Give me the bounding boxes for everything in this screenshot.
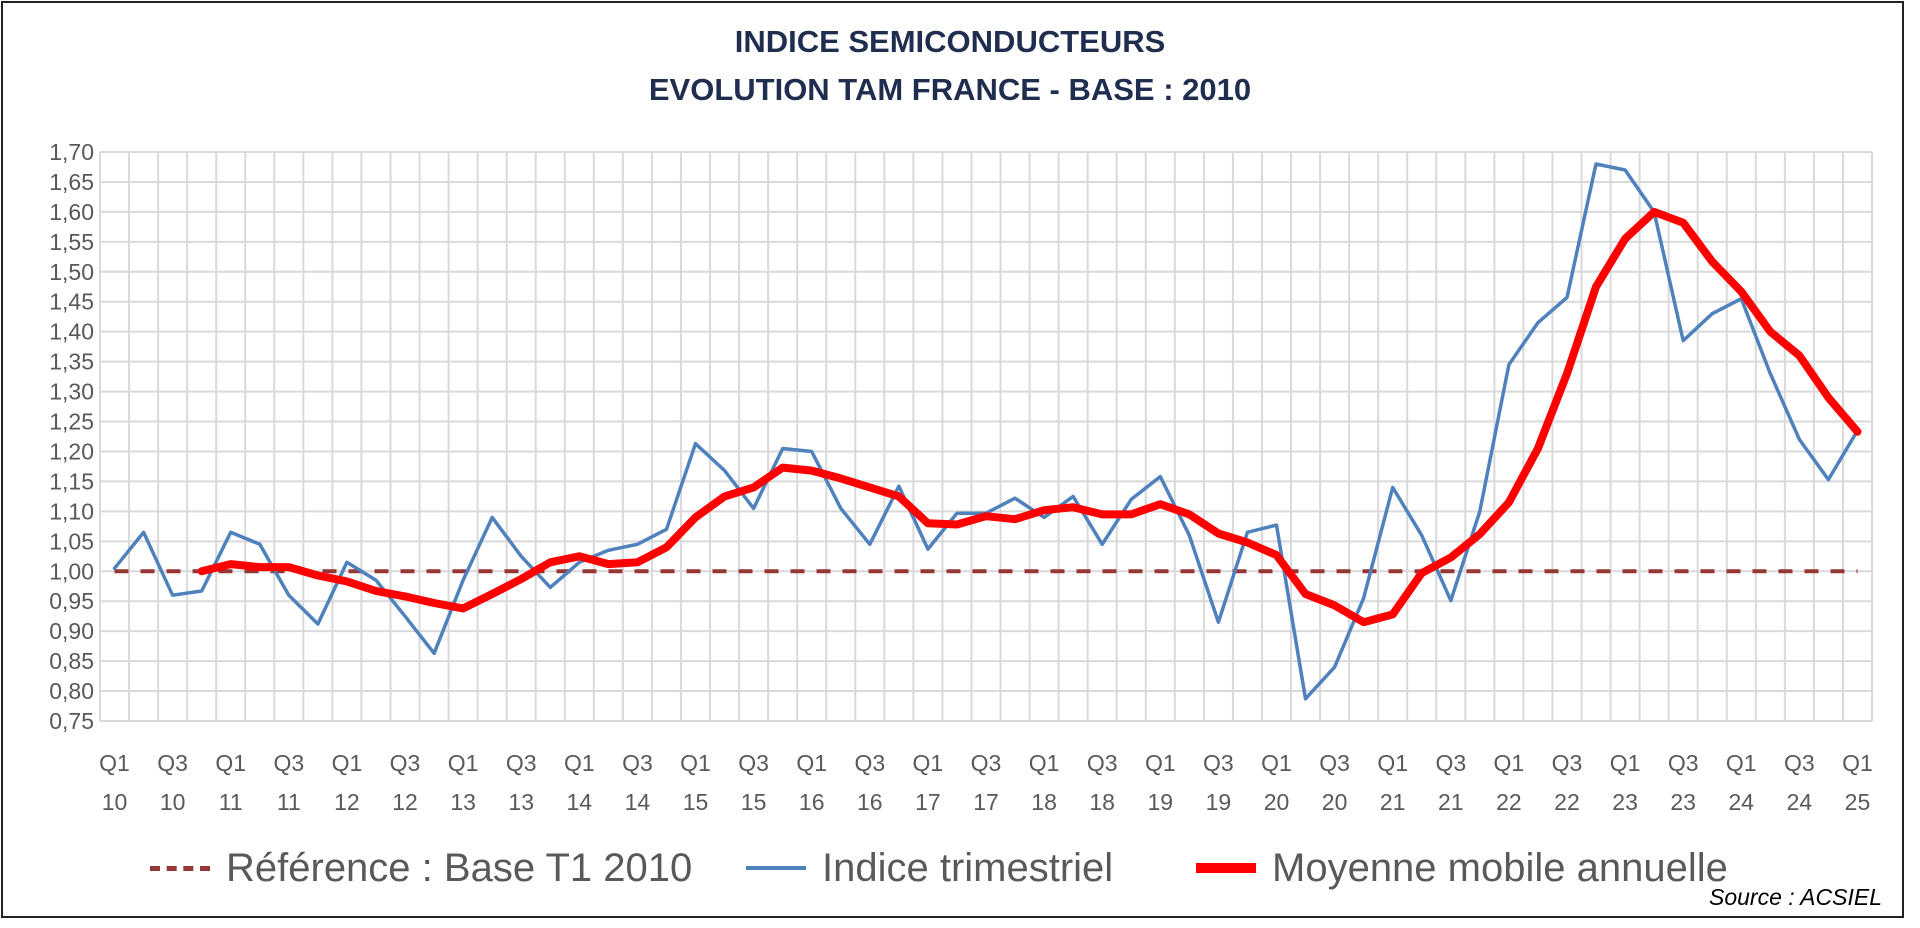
y-tick-label: 1,50 [49,259,94,285]
x-tick-label-year: 18 [1089,789,1115,815]
y-tick-label: 1,45 [49,289,94,315]
legend-swatch-reference [150,865,210,871]
x-tick-label-year: 10 [102,789,128,815]
x-tick-label-year: 16 [799,789,825,815]
x-tick-label-year: 14 [567,789,593,815]
x-tick-label-quarter: Q1 [1029,750,1060,776]
x-tick-label-year: 24 [1787,789,1813,815]
y-tick-label: 0,95 [49,588,94,614]
x-tick-label-quarter: Q1 [564,750,595,776]
x-tick-label-year: 23 [1612,789,1638,815]
x-tick-label-year: 12 [392,789,418,815]
y-tick-label: 0,75 [49,708,94,734]
x-tick-label-quarter: Q3 [157,750,188,776]
x-tick-label-year: 12 [334,789,360,815]
x-tick-label-year: 18 [1031,789,1057,815]
legend-swatch-moyenne [1196,863,1256,873]
y-tick-label: 1,35 [49,349,94,375]
x-tick-label-quarter: Q3 [738,750,769,776]
x-tick-label-year: 15 [741,789,767,815]
y-tick-label: 0,85 [49,648,94,674]
x-tick-label-year: 20 [1322,789,1348,815]
x-tick-label-quarter: Q3 [1087,750,1118,776]
y-tick-label: 1,40 [49,319,94,345]
x-tick-label-quarter: Q3 [854,750,885,776]
x-tick-label-year: 17 [915,789,941,815]
chart-title-line1: INDICE SEMICONDUCTEURS [734,24,1166,59]
x-tick-label-quarter: Q1 [1842,750,1873,776]
y-tick-label: 1,15 [49,468,94,494]
x-tick-label-year: 13 [450,789,476,815]
x-tick-label-quarter: Q3 [622,750,653,776]
y-tick-label: 1,55 [49,229,94,255]
y-tick-label: 1,70 [49,139,94,165]
y-tick-label: 0,80 [49,678,94,704]
y-tick-label: 1,10 [49,498,94,524]
y-tick-label: 1,60 [49,199,94,225]
x-tick-label-quarter: Q1 [1261,750,1292,776]
chart-title-line2: EVOLUTION TAM FRANCE - BASE : 2010 [648,72,1252,107]
x-tick-label-year: 17 [973,789,999,815]
y-tick-label: 0,90 [49,618,94,644]
x-tick-label-year: 25 [1845,789,1871,815]
x-tick-label-year: 11 [277,789,301,815]
x-tick-label-quarter: Q1 [215,750,246,776]
x-tick-label-year: 19 [1147,789,1173,815]
x-tick-label-quarter: Q1 [796,750,827,776]
x-tick-label-quarter: Q3 [1668,750,1699,776]
series-line-indice-trimestriel [112,162,1860,701]
x-tick-label-quarter: Q3 [390,750,421,776]
y-tick-label: 1,30 [49,379,94,405]
legend-label-moyenne: Moyenne mobile annuelle [1272,845,1728,890]
y-tick-label: 1,00 [49,558,94,584]
source-note: Source : ACSIEL [1708,884,1882,910]
x-tick-label-quarter: Q3 [273,750,304,776]
x-tick-label-quarter: Q1 [1377,750,1408,776]
x-tick-label-year: 21 [1438,789,1464,815]
legend-item-moyenne: Moyenne mobile annuelle [1196,840,1728,896]
x-tick-label-quarter: Q3 [971,750,1002,776]
legend-label-reference: Référence : Base T1 2010 [226,845,693,890]
y-tick-label: 1,20 [49,438,94,464]
y-tick-label: 1,65 [49,169,94,195]
x-tick-label-quarter: Q1 [1494,750,1525,776]
x-tick-label-quarter: Q3 [1435,750,1466,776]
y-tick-label: 1,05 [49,528,94,554]
x-tick-label-quarter: Q3 [1203,750,1234,776]
x-tick-label-year: 24 [1728,789,1754,815]
chart-frame [1,1,1904,918]
legend-item-reference: Référence : Base T1 2010 [150,840,692,896]
x-tick-label-quarter: Q1 [99,750,130,776]
series-line-moyenne-mobile [197,207,1862,627]
x-tick-label-year: 16 [857,789,883,815]
x-tick-label-year: 14 [625,789,651,815]
x-tick-label-year: 21 [1380,789,1406,815]
x-tick-label-quarter: Q3 [1552,750,1583,776]
x-tick-label-quarter: Q1 [680,750,711,776]
y-tick-label: 1,25 [49,409,94,435]
x-tick-label-quarter: Q3 [506,750,537,776]
x-tick-label-year: 11 [219,789,243,815]
x-tick-label-quarter: Q1 [448,750,479,776]
x-tick-label-year: 13 [508,789,534,815]
legend-swatch-indice [746,866,806,870]
x-tick-label-quarter: Q1 [913,750,944,776]
x-tick-label-quarter: Q1 [1145,750,1176,776]
x-tick-label-year: 15 [683,789,709,815]
x-tick-label-year: 22 [1554,789,1580,815]
x-tick-label-quarter: Q1 [1610,750,1641,776]
x-tick-label-year: 19 [1206,789,1232,815]
x-tick-label-year: 22 [1496,789,1522,815]
x-tick-label-year: 20 [1264,789,1290,815]
x-tick-label-quarter: Q3 [1784,750,1815,776]
x-tick-label-quarter: Q1 [332,750,363,776]
x-tick-label-year: 23 [1670,789,1696,815]
x-tick-label-year: 10 [160,789,186,815]
x-tick-label-quarter: Q1 [1726,750,1757,776]
x-tick-label-quarter: Q3 [1319,750,1350,776]
legend-label-indice: Indice trimestriel [822,845,1114,890]
legend-item-indice: Indice trimestriel [746,840,1113,896]
